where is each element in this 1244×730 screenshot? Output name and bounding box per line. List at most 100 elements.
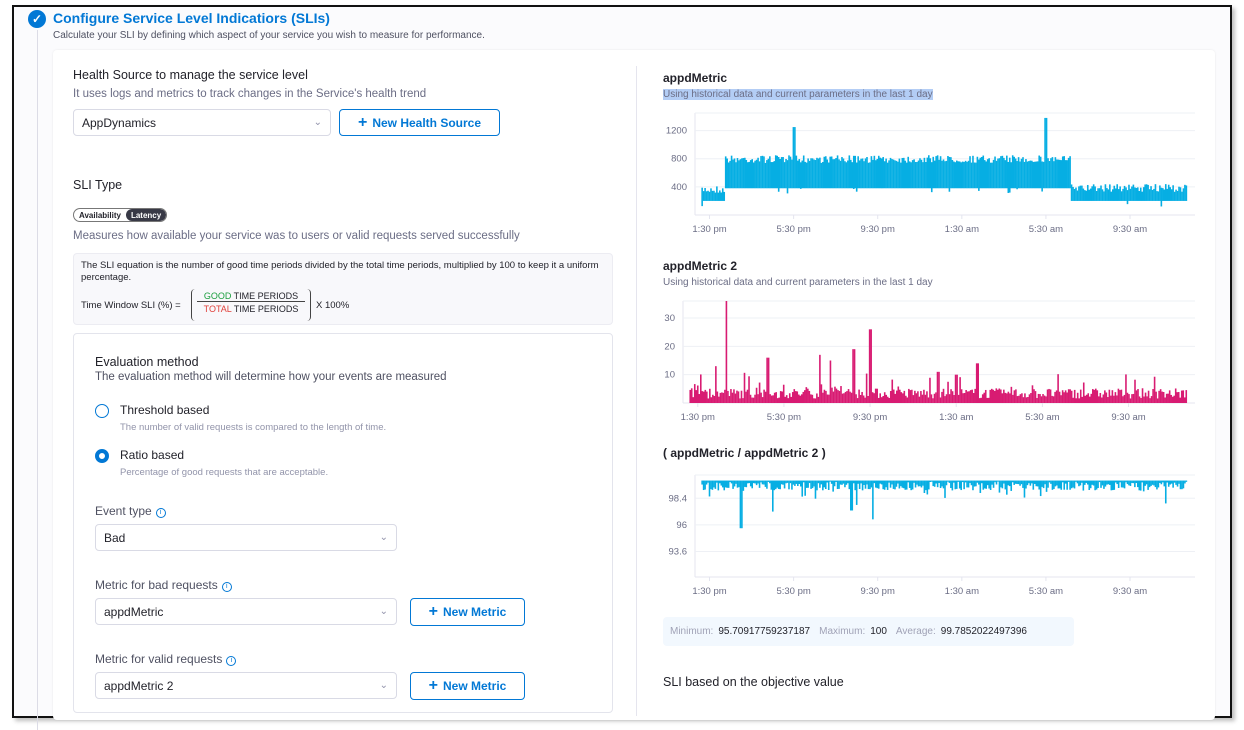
page-subtitle: Calculate your SLI by defining which asp… [53,30,485,41]
new-metric-label: New Metric [442,605,507,619]
event-type-value: Bad [104,530,126,545]
y-tick-label: 30 [664,313,675,324]
threshold-help: The number of valid requests is compared… [120,422,387,433]
x-tick-label: 5:30 am [1029,586,1063,597]
x-tick-label: 5:30 pm [767,412,801,423]
health-source-label: Health Source to manage the service leve… [73,68,308,82]
y-tick-label: 98.4 [669,493,688,504]
equation-fraction: GOOD TIME PERIODS TOTAL TIME PERIODS [191,289,311,321]
x-tick-label: 5:30 am [1025,412,1059,423]
health-source-select[interactable]: AppDynamics ⌄ [73,109,331,136]
chart3-title: ( appdMetric / appdMetric 2 ) [663,446,826,460]
x-tick-label: 9:30 pm [853,412,887,423]
plus-icon: + [357,113,368,131]
avg-value: 99.7852022497396 [940,626,1027,637]
numerator-periods: TIME PERIODS [233,291,299,301]
min-label: Minimum: [670,626,714,637]
threshold-radio[interactable] [95,404,109,418]
x-tick-label: 1:30 am [945,586,979,597]
health-source-help: It uses logs and metrics to track change… [73,88,427,100]
x-tick-label: 9:30 pm [861,586,895,597]
ratio-help: Percentage of good requests that are acc… [120,467,329,478]
sli-type-label: SLI Type [73,178,123,192]
chevron-down-icon: ⌄ [379,606,388,617]
total-word: TOTAL [203,304,232,314]
new-health-source-label: New Health Source [372,115,482,130]
event-type-select[interactable]: Bad ⌄ [95,524,397,551]
ratio-radio[interactable] [95,449,109,463]
page-title: Configure Service Level Indicatiors (SLI… [53,10,330,26]
new-metric-label: New Metric [442,679,507,693]
chart1: 400 800 1200 1:30 pm 5:30 pm 9:30 pm 1:30 am 5:… [666,112,1195,235]
toggle-availability[interactable]: Availability [79,211,121,220]
evaluation-method-panel: Evaluation method The evaluation method … [73,333,613,713]
new-health-source-button[interactable]: + New Health Source [339,109,500,136]
health-source-value: AppDynamics [82,115,157,130]
chart3: 93.6 96 98.4 1:30 pm 5:30 pm 9:30 pm 1:30 am 5:… [669,474,1195,597]
chevron-down-icon: ⌄ [379,680,388,691]
x-tick-label: 5:30 am [1029,224,1063,235]
x-tick-label: 1:30 am [945,224,979,235]
min-value: 95.70917759237187 [718,626,811,637]
x-tick-label: 1:30 am [939,412,973,423]
y-tick-label: 400 [671,182,687,193]
y-tick-label: 20 [664,341,675,352]
equation-lhs: Time Window SLI (%) = [81,300,181,311]
x-tick-label: 1:30 pm [681,412,715,423]
chart1-subtitle: Using historical data and current parame… [663,89,933,100]
valid-metric-label: Metric for valid requests [95,652,223,666]
valid-metric-value: appdMetric 2 [104,678,174,693]
event-type-label: Event type [95,504,152,518]
ratio-stats: Minimum: 95.70917759237187 Maximum: 100 Av… [663,617,1074,646]
info-icon[interactable]: i [221,582,232,592]
threshold-label[interactable]: Threshold based [120,403,210,417]
step-connector [37,30,38,730]
y-tick-label: 800 [671,154,687,165]
column-divider [636,66,637,716]
info-icon[interactable]: i [226,656,237,666]
y-tick-label: 96 [676,520,687,531]
bad-metric-label: Metric for bad requests [95,578,218,592]
sli-equation-box: The SLI equation is the number of good t… [73,253,613,325]
bad-metric-label-row: Metric for bad requests i [95,578,232,592]
chevron-down-icon: ⌄ [379,532,388,543]
valid-metric-select[interactable]: appdMetric 2 ⌄ [95,672,397,699]
new-metric-button-valid[interactable]: + New Metric [410,672,525,700]
y-tick-label: 10 [664,370,675,381]
bad-metric-select[interactable]: appdMetric ⌄ [95,598,397,625]
objective-label: SLI based on the objective value [663,675,844,689]
evaluation-label: Evaluation method [95,355,199,369]
chart2-title: appdMetric 2 [663,259,738,273]
event-type-label-row: Event type i [95,504,166,518]
max-label: Maximum: [819,626,866,637]
step-complete-check-icon: ✓ [28,10,46,28]
info-icon[interactable]: i [155,508,166,518]
chart2-subtitle: Using historical data and current parame… [663,277,933,288]
denominator-periods: TIME PERIODS [233,304,299,314]
evaluation-help: The evaluation method will determine how… [95,371,447,383]
chart2: 10 20 30 1:30 pm 5:30 pm 9:30 pm 1:30 am 5:30 a… [664,300,1195,423]
x-tick-label: 1:30 pm [692,224,726,235]
ratio-label[interactable]: Ratio based [120,448,185,462]
sli-type-description: Measures how available your service was … [73,230,520,242]
plus-icon: + [428,677,438,694]
x-tick-label: 9:30 am [1111,412,1145,423]
plus-icon: + [428,603,438,620]
equation-text: The SLI equation is the number of good t… [81,260,599,283]
y-tick-label: 1200 [666,126,687,137]
x-tick-label: 9:30 pm [861,224,895,235]
x-tick-label: 9:30 am [1113,586,1147,597]
toggle-latency[interactable]: Latency [125,209,167,221]
max-value: 100 [870,626,887,637]
good-word: GOOD [203,291,232,301]
chart1-title: appdMetric [663,71,728,85]
chevron-down-icon: ⌄ [313,117,322,128]
bad-metric-value: appdMetric [104,604,164,619]
sli-type-toggle[interactable]: Availability Latency [73,208,168,222]
new-metric-button-bad[interactable]: + New Metric [410,598,525,626]
valid-metric-label-row: Metric for valid requests i [95,652,237,666]
y-tick-label: 93.6 [669,547,688,558]
x-tick-label: 5:30 pm [776,586,810,597]
x-tick-label: 1:30 pm [692,586,726,597]
x-tick-label: 9:30 am [1113,224,1147,235]
